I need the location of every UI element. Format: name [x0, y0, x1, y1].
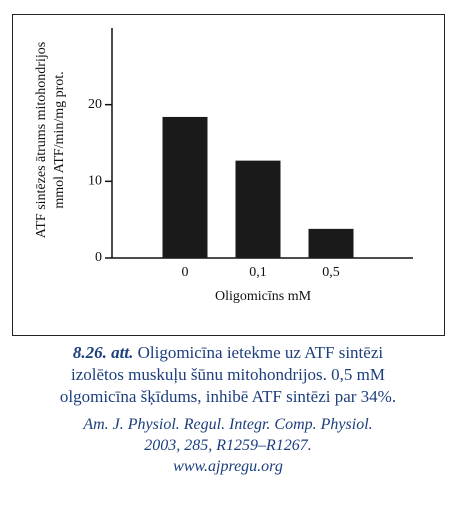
y-axis-label: ATF sintēzes ātrums mitohondrijos	[34, 42, 49, 238]
caption-line: izolētos muskuļu šūnu mitohondrijos. 0,5…	[70, 365, 386, 384]
y-axis-label: mmol ATF/min/mg prot.	[52, 71, 67, 208]
bar	[162, 116, 208, 258]
source-line: www.ajpregu.org	[173, 458, 283, 475]
source: Am. J. Physiol. Regul. Integr. Comp. Phy…	[0, 414, 456, 477]
caption-line: olgomicīna šķīdums, inhibē ATF sintēzi p…	[59, 387, 397, 406]
caption-line: Oligomicīna ietekme uz ATF sintēzi	[133, 343, 384, 362]
y-tick-label: 20	[88, 97, 102, 112]
source-line: 2003, 285, R1259–R1267.	[144, 437, 312, 454]
x-tick-label: 0,5	[322, 265, 340, 280]
bar	[308, 228, 354, 258]
figure-label: 8.26. att.	[72, 343, 134, 362]
x-axis-label: Oligomicīns mM	[215, 289, 312, 304]
x-tick-label: 0	[182, 265, 189, 280]
frame	[12, 14, 445, 336]
y-tick-label: 10	[88, 174, 102, 189]
x-tick-label: 0,1	[249, 265, 267, 280]
bar	[235, 160, 281, 258]
source-line: Am. J. Physiol. Regul. Integr. Comp. Phy…	[83, 416, 373, 433]
y-tick-label: 0	[95, 250, 102, 265]
caption: 8.26. att. Oligomicīna ietekme uz ATF si…	[0, 342, 456, 408]
chart: Oligomicīns mM ATF sintēzes ātrums mitoh…	[12, 14, 445, 336]
